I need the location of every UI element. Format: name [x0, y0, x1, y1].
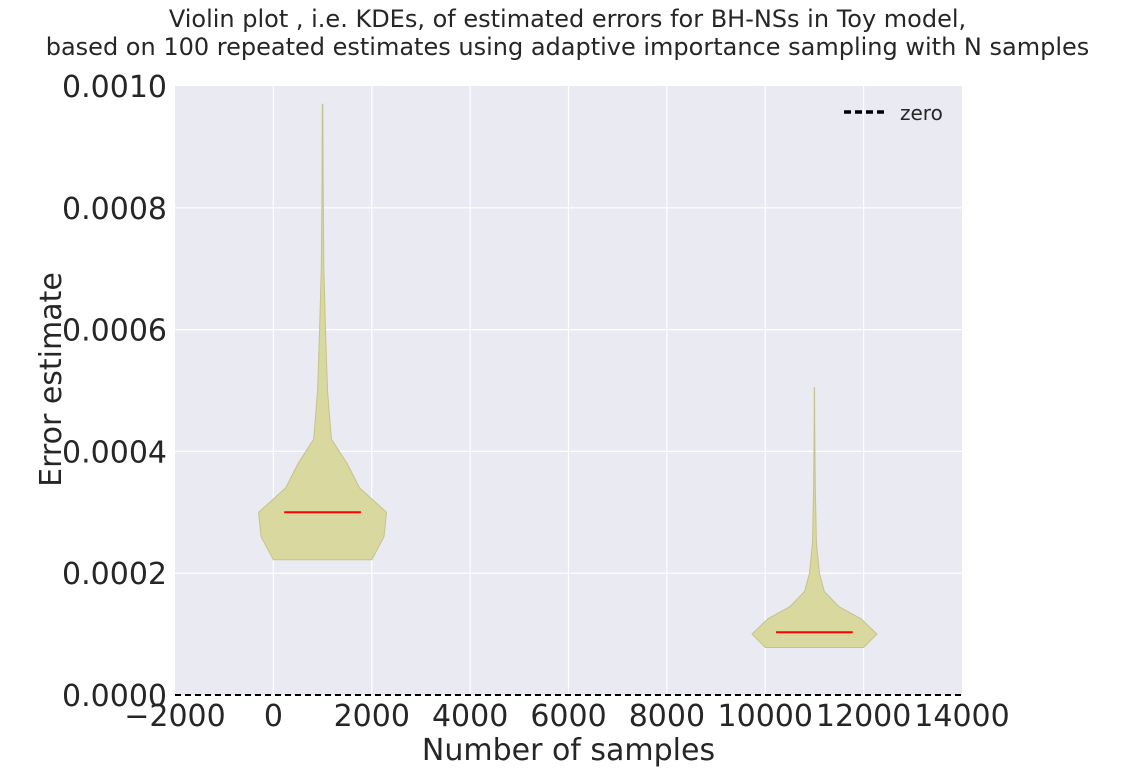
- violins: [258, 103, 878, 648]
- y-axis-label: Error estimate: [34, 272, 69, 487]
- violin-body: [751, 387, 878, 648]
- x-tick-label: 4000: [432, 699, 508, 734]
- y-tick-label: 0.0006: [62, 314, 167, 349]
- x-tick-label: 8000: [629, 699, 705, 734]
- x-tick-label: −2000: [124, 699, 225, 734]
- x-axis-label: Number of samples: [422, 733, 715, 768]
- chart-title-line-1: Violin plot , i.e. KDEs, of estimated er…: [168, 5, 967, 33]
- tick-labels: −2000 0 2000 4000 6000 8000 10000 12000 14000 0.0…: [62, 70, 1010, 734]
- x-tick-label: 2000: [334, 699, 410, 734]
- legend-label-zero: zero: [900, 101, 943, 125]
- chart-title-line-2: based on 100 repeated estimates using ad…: [45, 33, 1090, 61]
- legend: zero: [844, 101, 943, 125]
- x-tick-label: 10000: [718, 699, 813, 734]
- y-tick-label: 0.0008: [62, 192, 167, 227]
- y-tick-label: 0.0000: [62, 679, 167, 714]
- grid: [175, 86, 962, 695]
- y-tick-label: 0.0010: [62, 70, 167, 105]
- x-tick-label: 6000: [530, 699, 606, 734]
- x-tick-label: 14000: [914, 699, 1009, 734]
- x-tick-label: 12000: [816, 699, 911, 734]
- violin-body: [258, 103, 388, 561]
- x-tick-label: 0: [264, 699, 283, 734]
- y-tick-label: 0.0002: [62, 557, 167, 592]
- y-tick-label: 0.0004: [62, 435, 167, 470]
